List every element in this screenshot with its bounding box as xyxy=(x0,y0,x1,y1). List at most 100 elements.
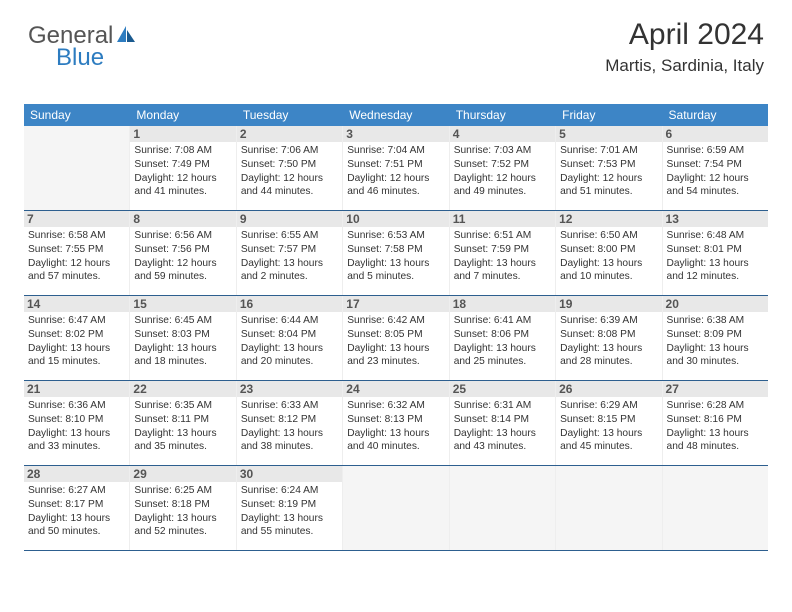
day-info: Sunrise: 6:32 AMSunset: 8:13 PMDaylight:… xyxy=(347,399,444,454)
day-number: 29 xyxy=(130,466,235,482)
day-info: Sunrise: 6:39 AMSunset: 8:08 PMDaylight:… xyxy=(560,314,657,369)
sunset-line: Sunset: 7:55 PM xyxy=(28,243,125,257)
day-cell: 11Sunrise: 6:51 AMSunset: 7:59 PMDayligh… xyxy=(450,211,556,295)
daylight-line: Daylight: 13 hours and 5 minutes. xyxy=(347,257,444,285)
sunrise-line: Sunrise: 6:51 AM xyxy=(454,229,551,243)
day-info: Sunrise: 6:31 AMSunset: 8:14 PMDaylight:… xyxy=(454,399,551,454)
daylight-line: Daylight: 13 hours and 30 minutes. xyxy=(667,342,764,370)
sunrise-line: Sunrise: 6:38 AM xyxy=(667,314,764,328)
sunrise-line: Sunrise: 6:56 AM xyxy=(134,229,231,243)
day-info: Sunrise: 6:55 AMSunset: 7:57 PMDaylight:… xyxy=(241,229,338,284)
day-cell: 7 Sunrise: 6:58 AMSunset: 7:55 PMDaylight… xyxy=(24,211,130,295)
daylight-line: Daylight: 13 hours and 40 minutes. xyxy=(347,427,444,455)
page-title: April 2024 xyxy=(605,18,764,52)
daylight-line: Daylight: 12 hours and 51 minutes. xyxy=(560,172,657,200)
sunset-line: Sunset: 8:19 PM xyxy=(241,498,338,512)
sunrise-line: Sunrise: 6:47 AM xyxy=(28,314,125,328)
week-row: 7 Sunrise: 6:58 AMSunset: 7:55 PMDaylight… xyxy=(24,211,768,296)
day-info: Sunrise: 7:04 AMSunset: 7:51 PMDaylight:… xyxy=(347,144,444,199)
day-number: 26 xyxy=(556,381,661,397)
day-info: Sunrise: 6:45 AMSunset: 8:03 PMDaylight:… xyxy=(134,314,231,369)
day-number: 16 xyxy=(237,296,342,312)
day-cell: 22Sunrise: 6:35 AMSunset: 8:11 PMDayligh… xyxy=(130,381,236,465)
sunrise-line: Sunrise: 6:44 AM xyxy=(241,314,338,328)
day-cell xyxy=(663,466,768,550)
logo-sail-icon xyxy=(115,24,137,49)
day-info: Sunrise: 6:42 AMSunset: 8:05 PMDaylight:… xyxy=(347,314,444,369)
day-cell: 4Sunrise: 7:03 AMSunset: 7:52 PMDaylight… xyxy=(450,126,556,210)
day-number: 30 xyxy=(237,466,342,482)
daylight-line: Daylight: 13 hours and 25 minutes. xyxy=(454,342,551,370)
day-cell: 24 Sunrise: 6:32 AMSunset: 8:13 PMDayligh… xyxy=(343,381,449,465)
day-cell xyxy=(450,466,556,550)
day-number: 7 xyxy=(24,211,129,227)
day-number: 6 xyxy=(663,126,768,142)
day-info: Sunrise: 6:29 AMSunset: 8:15 PMDaylight:… xyxy=(560,399,657,454)
sunrise-line: Sunrise: 7:04 AM xyxy=(347,144,444,158)
calendar: SundayMondayTuesdayWednesdayThursdayFrid… xyxy=(24,104,768,551)
sunset-line: Sunset: 8:10 PM xyxy=(28,413,125,427)
day-cell: 9Sunrise: 6:55 AMSunset: 7:57 PMDaylight… xyxy=(237,211,343,295)
sunset-line: Sunset: 7:53 PM xyxy=(560,158,657,172)
sunrise-line: Sunrise: 6:28 AM xyxy=(667,399,764,413)
day-number: 1 xyxy=(130,126,235,142)
day-info: Sunrise: 6:48 AMSunset: 8:01 PMDaylight:… xyxy=(667,229,764,284)
sunset-line: Sunset: 7:51 PM xyxy=(347,158,444,172)
sunset-line: Sunset: 8:18 PM xyxy=(134,498,231,512)
sunrise-line: Sunrise: 6:48 AM xyxy=(667,229,764,243)
logo-text-blue: Blue xyxy=(56,44,104,72)
day-cell: 1Sunrise: 7:08 AMSunset: 7:49 PMDaylight… xyxy=(130,126,236,210)
day-info: Sunrise: 7:03 AMSunset: 7:52 PMDaylight:… xyxy=(454,144,551,199)
day-number: 5 xyxy=(556,126,661,142)
day-header: Tuesday xyxy=(237,104,343,126)
sunset-line: Sunset: 8:05 PM xyxy=(347,328,444,342)
day-info: Sunrise: 6:47 AMSunset: 8:02 PMDaylight:… xyxy=(28,314,125,369)
day-number: 14 xyxy=(24,296,129,312)
sunrise-line: Sunrise: 6:39 AM xyxy=(560,314,657,328)
sunset-line: Sunset: 8:04 PM xyxy=(241,328,338,342)
daylight-line: Daylight: 13 hours and 38 minutes. xyxy=(241,427,338,455)
daylight-line: Daylight: 12 hours and 46 minutes. xyxy=(347,172,444,200)
day-cell: 5 Sunrise: 7:01 AMSunset: 7:53 PMDaylight… xyxy=(556,126,662,210)
day-number: 3 xyxy=(343,126,448,142)
day-info: Sunrise: 6:27 AMSunset: 8:17 PMDaylight:… xyxy=(28,484,125,539)
week-row: 1Sunrise: 7:08 AMSunset: 7:49 PMDaylight… xyxy=(24,126,768,211)
day-cell: 26 Sunrise: 6:29 AMSunset: 8:15 PMDayligh… xyxy=(556,381,662,465)
header-right: April 2024 Martis, Sardinia, Italy xyxy=(605,18,764,76)
day-cell: 8Sunrise: 6:56 AMSunset: 7:56 PMDaylight… xyxy=(130,211,236,295)
daylight-line: Daylight: 13 hours and 55 minutes. xyxy=(241,512,338,540)
day-cell xyxy=(343,466,449,550)
page-subtitle: Martis, Sardinia, Italy xyxy=(605,56,764,76)
day-info: Sunrise: 7:01 AMSunset: 7:53 PMDaylight:… xyxy=(560,144,657,199)
day-cell: 20Sunrise: 6:38 AMSunset: 8:09 PMDayligh… xyxy=(663,296,768,380)
day-cell: 15Sunrise: 6:45 AMSunset: 8:03 PMDayligh… xyxy=(130,296,236,380)
day-number: 24 xyxy=(343,381,448,397)
sunset-line: Sunset: 7:54 PM xyxy=(667,158,764,172)
week-row: 21Sunrise: 6:36 AMSunset: 8:10 PMDayligh… xyxy=(24,381,768,466)
sunset-line: Sunset: 7:49 PM xyxy=(134,158,231,172)
weeks-container: 1Sunrise: 7:08 AMSunset: 7:49 PMDaylight… xyxy=(24,126,768,551)
sunrise-line: Sunrise: 6:31 AM xyxy=(454,399,551,413)
daylight-line: Daylight: 13 hours and 10 minutes. xyxy=(560,257,657,285)
logo: General Blue xyxy=(28,22,137,50)
daylight-line: Daylight: 12 hours and 59 minutes. xyxy=(134,257,231,285)
sunrise-line: Sunrise: 6:50 AM xyxy=(560,229,657,243)
daylight-line: Daylight: 13 hours and 7 minutes. xyxy=(454,257,551,285)
day-info: Sunrise: 6:33 AMSunset: 8:12 PMDaylight:… xyxy=(241,399,338,454)
day-info: Sunrise: 6:58 AMSunset: 7:55 PMDaylight:… xyxy=(28,229,125,284)
daylight-line: Daylight: 13 hours and 35 minutes. xyxy=(134,427,231,455)
day-cell xyxy=(556,466,662,550)
day-info: Sunrise: 6:41 AMSunset: 8:06 PMDaylight:… xyxy=(454,314,551,369)
sunset-line: Sunset: 7:50 PM xyxy=(241,158,338,172)
sunset-line: Sunset: 8:02 PM xyxy=(28,328,125,342)
day-info: Sunrise: 6:50 AMSunset: 8:00 PMDaylight:… xyxy=(560,229,657,284)
daylight-line: Daylight: 13 hours and 28 minutes. xyxy=(560,342,657,370)
day-cell: 23Sunrise: 6:33 AMSunset: 8:12 PMDayligh… xyxy=(237,381,343,465)
day-number: 17 xyxy=(343,296,448,312)
day-cell xyxy=(24,126,130,210)
day-info: Sunrise: 6:25 AMSunset: 8:18 PMDaylight:… xyxy=(134,484,231,539)
day-number: 2 xyxy=(237,126,342,142)
sunset-line: Sunset: 7:59 PM xyxy=(454,243,551,257)
daylight-line: Daylight: 12 hours and 41 minutes. xyxy=(134,172,231,200)
day-number: 28 xyxy=(24,466,129,482)
